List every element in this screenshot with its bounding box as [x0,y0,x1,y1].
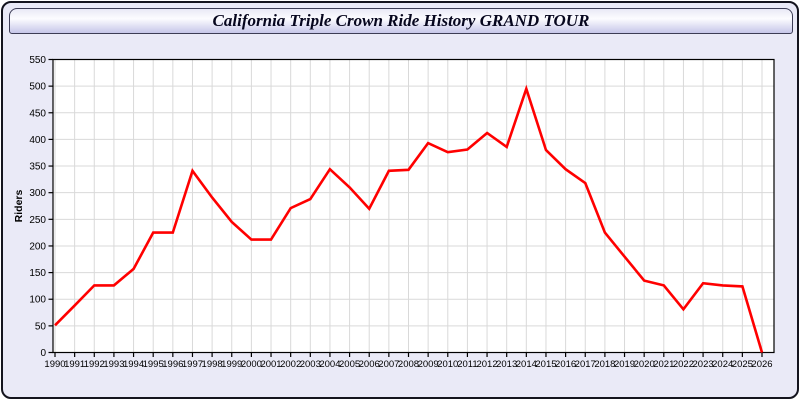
x-tick-label: 2000 [241,359,262,370]
x-tick-label: 2009 [418,359,439,370]
x-tick-label: 2025 [732,359,753,370]
y-tick-label: 0 [40,348,46,359]
x-tick-label: 2001 [260,359,281,370]
x-tick-label: 2024 [712,359,733,370]
y-tick-label: 400 [29,135,46,146]
x-tick-label: 2017 [575,359,596,370]
x-tick-label: 2021 [653,359,674,370]
x-tick-label: 2005 [339,359,360,370]
y-tick-label: 500 [29,82,46,93]
x-tick-label: 1993 [103,359,124,370]
x-tick-label: 2015 [535,359,556,370]
y-tick-label: 200 [29,241,46,252]
y-tick-label: 550 [29,55,46,66]
y-tick-label: 350 [29,162,46,173]
y-tick-label: 300 [29,188,46,199]
x-tick-label: 1999 [221,359,242,370]
x-tick-label: 2014 [516,359,537,370]
chart-title: California Triple Crown Ride History GRA… [212,11,590,30]
x-tick-label: 2003 [300,359,321,370]
x-tick-label: 1995 [143,359,164,370]
x-tick-label: 2011 [457,359,477,370]
x-tick-label: 2023 [693,359,714,370]
plot-background [53,59,774,353]
x-tick-label: 1991 [64,359,85,370]
y-tick-label: 150 [29,268,46,279]
x-tick-label: 1997 [182,359,203,370]
x-tick-label: 2026 [751,359,772,370]
x-tick-label: 2008 [398,359,419,370]
x-tick-label: 1998 [202,359,223,370]
x-tick-label: 2007 [378,359,399,370]
x-tick-label: 2006 [359,359,380,370]
x-tick-label: 2010 [437,359,458,370]
x-tick-label: 2013 [496,359,517,370]
x-tick-label: 2019 [614,359,635,370]
riders-data-line [54,84,764,353]
x-tick-label: 2004 [319,359,340,370]
x-tick-label: 2022 [673,359,694,370]
x-tick-label: 2020 [634,359,655,370]
y-tick-label: 250 [29,215,46,226]
x-tick-label: 2002 [280,359,301,370]
y-tick-label: 50 [35,321,47,332]
x-tick-label: 1994 [123,359,144,370]
y-tick-label: 100 [29,295,46,306]
x-tick-label: 1996 [162,359,183,370]
x-tick-label: 1992 [84,359,105,370]
y-tick-label: 450 [29,108,46,119]
x-tick-label: 1990 [44,359,65,370]
x-tick-label: 2016 [555,359,576,370]
x-tick-label: 2018 [594,359,615,370]
x-tick-label: 2012 [476,359,497,370]
y-axis-title: Riders [13,190,25,223]
chart-title-bar: California Triple Crown Ride History GRA… [9,8,793,34]
plot-frame [52,58,775,354]
